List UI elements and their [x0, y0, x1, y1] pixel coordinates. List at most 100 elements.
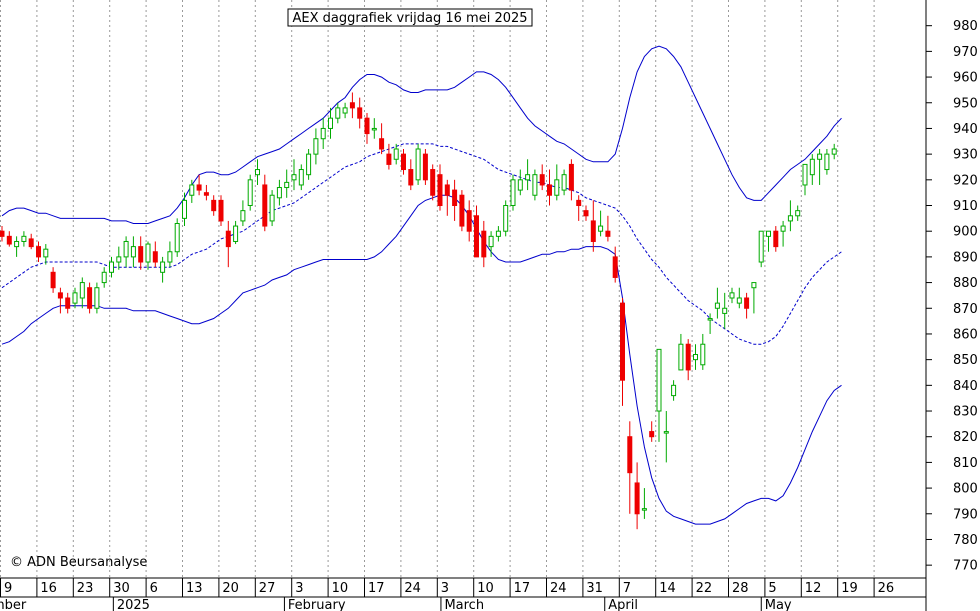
candle — [130, 236, 136, 268]
candle — [568, 159, 574, 201]
candle — [678, 333, 684, 371]
candle-body-down — [452, 189, 458, 207]
candle — [656, 348, 662, 442]
candle-body-down — [590, 220, 596, 242]
candle-body-down — [262, 184, 268, 227]
candle — [452, 179, 458, 221]
candle-body-down — [57, 292, 63, 299]
candle — [488, 231, 494, 257]
candle — [671, 380, 677, 401]
candle — [28, 233, 34, 250]
candle-body-up — [182, 199, 187, 219]
candle — [371, 118, 377, 139]
candle-body-down — [459, 194, 465, 227]
y-tick-label: 940 — [953, 122, 978, 137]
candle — [72, 287, 78, 309]
candle-body-up — [342, 107, 348, 114]
candle-body-up — [291, 174, 297, 181]
candle — [481, 220, 487, 268]
y-tick-label: 870 — [953, 302, 978, 317]
candle-body-up — [671, 384, 677, 397]
candle-body-up — [503, 205, 509, 232]
candle — [101, 267, 107, 288]
candle-body-down — [430, 169, 436, 196]
candle-body-up — [824, 153, 830, 171]
candle — [539, 164, 545, 191]
candle — [598, 210, 604, 237]
y-tick-label: 770 — [953, 559, 978, 574]
candle-body-up — [663, 431, 669, 434]
x-day-label: 20 — [222, 581, 239, 596]
candle — [313, 128, 319, 165]
x-day-label: 24 — [550, 581, 567, 596]
candle — [225, 220, 231, 268]
candle — [809, 154, 815, 185]
candle — [685, 339, 691, 381]
candle — [364, 113, 370, 144]
candle — [590, 200, 596, 252]
candle — [138, 236, 144, 270]
candle-body-down — [685, 343, 691, 371]
x-day-label: 14 — [659, 581, 676, 596]
candle-body-up — [817, 153, 823, 160]
candle — [379, 123, 385, 155]
candle-body-up — [532, 174, 538, 196]
x-month-label: mber — [0, 598, 27, 611]
x-day-label: 17 — [514, 581, 531, 596]
candle — [422, 148, 428, 185]
candle — [824, 148, 830, 175]
candle-body-up — [693, 354, 698, 361]
candle — [700, 333, 706, 370]
candle — [415, 143, 421, 185]
candle-body-up — [831, 148, 837, 155]
chart-title: AEX daggrafiek vrijdag 16 mei 2025 — [292, 11, 527, 26]
candle-body-up — [167, 251, 173, 263]
candle — [729, 287, 735, 304]
candle-body-up — [109, 261, 114, 273]
candle — [36, 241, 41, 263]
candle-body-up — [722, 307, 728, 314]
candle — [335, 102, 341, 124]
candle-body-up — [306, 153, 312, 176]
x-month-label: May — [765, 598, 792, 611]
candle — [547, 169, 552, 206]
candle-body-down — [481, 230, 487, 258]
candle-body-up — [598, 225, 604, 232]
candle — [576, 195, 582, 221]
candle-body-up — [758, 230, 764, 263]
candle — [437, 164, 443, 211]
candle — [189, 179, 195, 203]
candle-body-up — [700, 343, 706, 366]
candle-body-down — [744, 297, 750, 309]
candle — [233, 220, 239, 245]
candle-body-down — [444, 184, 450, 196]
candle-body-down — [218, 199, 224, 222]
candle-body-up — [72, 292, 78, 304]
x-day-label: 30 — [113, 581, 130, 596]
candle — [430, 164, 436, 201]
candle — [401, 148, 406, 175]
candle — [276, 179, 282, 206]
y-tick-label: 970 — [953, 45, 978, 60]
candle — [758, 230, 764, 268]
candle — [342, 102, 348, 119]
candle — [255, 159, 260, 185]
candle — [123, 236, 129, 268]
y-tick-label: 810 — [953, 456, 978, 471]
candle-body-down — [225, 230, 231, 248]
candle — [714, 287, 720, 319]
candle-body-up — [554, 179, 560, 196]
candle-body-up — [729, 292, 735, 299]
y-tick-label: 830 — [953, 405, 978, 420]
candle-body-up — [736, 297, 742, 304]
candle — [561, 169, 567, 196]
candle — [57, 287, 63, 314]
candle-body-down — [539, 174, 545, 186]
y-ticks: 770 780 790 800 810 820 830 840 850 860 870 880 890 9… — [926, 19, 978, 574]
candle-body-down — [612, 256, 618, 278]
candle-body-down — [408, 169, 414, 186]
candle-body-up — [328, 117, 333, 129]
candle-body-up — [101, 271, 107, 284]
candle-body-down — [568, 163, 574, 191]
candle-body-down — [437, 174, 443, 207]
